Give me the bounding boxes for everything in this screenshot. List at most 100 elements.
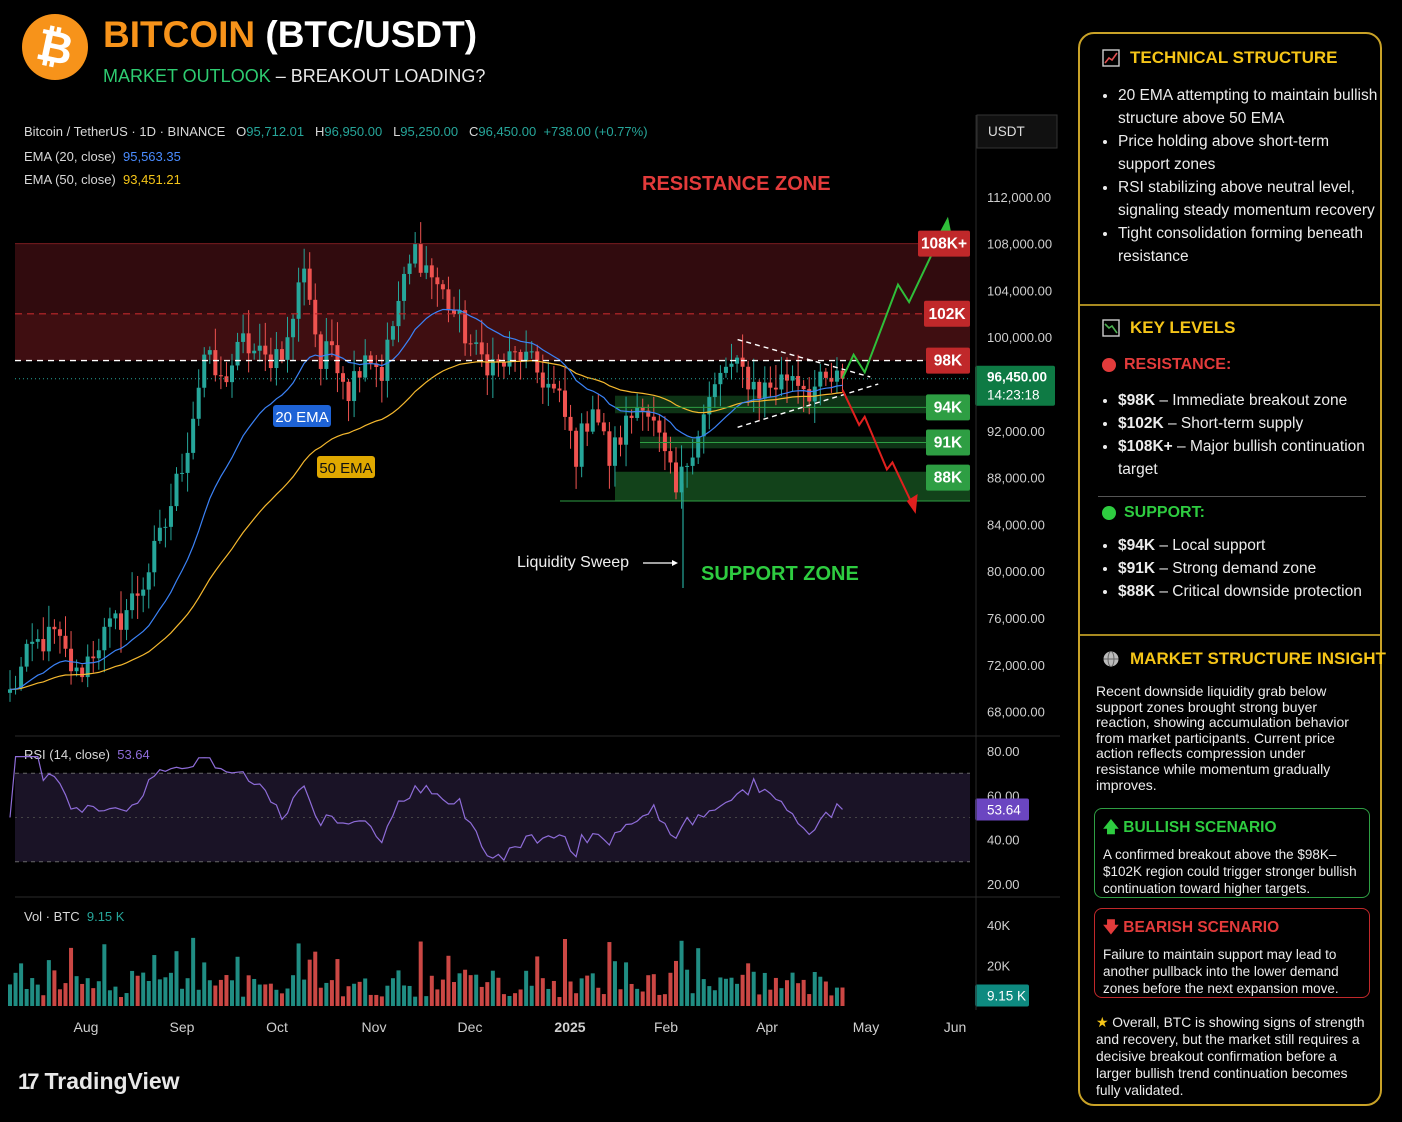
volume-bar xyxy=(635,988,640,1006)
candle-body xyxy=(396,300,401,327)
volume-bar xyxy=(723,978,728,1006)
time-tick-label: Aug xyxy=(74,1019,99,1035)
candle-body xyxy=(612,437,617,466)
star-icon: ★ xyxy=(1096,1015,1109,1030)
time-tick-label: Jun xyxy=(944,1019,967,1035)
candle-body xyxy=(513,351,518,353)
divider xyxy=(1098,496,1366,497)
candle-body xyxy=(762,382,767,399)
support-heading: SUPPORT: xyxy=(1102,504,1205,522)
candle-body xyxy=(524,351,529,362)
candle-body xyxy=(735,357,740,364)
volume-bar xyxy=(612,961,617,1006)
candle-body xyxy=(168,506,173,527)
ema50-legend[interactable]: EMA (50, close) 93,451.21 xyxy=(24,172,181,187)
price-tick-label: 100,000.00 xyxy=(987,330,1052,345)
candle-body xyxy=(19,666,24,689)
volume-bar xyxy=(485,982,490,1006)
candle-body xyxy=(363,355,368,378)
volume-bar xyxy=(307,959,312,1006)
volume-bar xyxy=(479,986,484,1006)
arrow-down-icon: 🡇 xyxy=(1103,919,1119,936)
overall-summary: ★ Overall, BTC is showing signs of stren… xyxy=(1096,1014,1370,1099)
volume-bar xyxy=(535,956,540,1006)
candle-body xyxy=(252,350,257,354)
candle-body xyxy=(629,415,634,418)
candles-layer xyxy=(8,222,845,702)
candle-body xyxy=(124,610,129,630)
candle-body xyxy=(174,473,179,507)
volume-bar xyxy=(585,975,590,1006)
candle-body xyxy=(313,299,318,335)
candle-body xyxy=(640,407,645,411)
candle-body xyxy=(668,451,673,463)
volume-legend[interactable]: Vol · BTC 9.15 K xyxy=(24,909,124,924)
candle-body xyxy=(341,373,345,382)
volume-bar xyxy=(557,997,562,1006)
volume-bar xyxy=(52,970,57,1006)
volume-bar xyxy=(518,989,523,1006)
volume-bar xyxy=(207,980,212,1006)
volume-bar xyxy=(618,989,623,1006)
title-pair: (BTC/USDT) xyxy=(265,14,478,55)
volume-bar xyxy=(252,978,257,1006)
volume-bar xyxy=(180,988,185,1006)
volume-bar xyxy=(418,941,423,1006)
volume-bar xyxy=(274,989,279,1006)
analysis-panel: TECHNICAL STRUCTURE 20 EMA attempting to… xyxy=(1078,32,1386,1106)
technical-structure-title: TECHNICAL STRUCTURE xyxy=(1102,48,1337,68)
support-item: $94K – Local support xyxy=(1118,534,1386,557)
candle-body xyxy=(207,350,212,355)
rsi-legend[interactable]: RSI (14, close) 53.64 xyxy=(24,747,150,762)
volume-bar xyxy=(135,975,140,1006)
candle-body xyxy=(785,374,789,381)
price-tick-label: 112,000.00 xyxy=(987,190,1051,205)
technical-item: 20 EMA attempting to maintain bullish st… xyxy=(1118,84,1380,130)
candle-body xyxy=(119,613,123,630)
candle-body xyxy=(429,265,434,278)
volume-bar xyxy=(751,971,756,1006)
candle-body xyxy=(723,366,728,373)
price-tick-label: 88,000.00 xyxy=(987,471,1045,486)
bullish-title: 🡅 BULLISH SCENARIO xyxy=(1103,815,1361,842)
level-value: $88K xyxy=(1118,583,1156,600)
volume-bar xyxy=(213,985,218,1006)
volume-bar xyxy=(124,993,129,1006)
volume-bar xyxy=(41,995,46,1006)
volume-bar xyxy=(446,955,451,1006)
volume-bar xyxy=(701,979,706,1006)
volume-bar xyxy=(551,980,556,1006)
volume-bar xyxy=(807,994,812,1006)
candle-body xyxy=(69,648,74,672)
volume-value-badge-bg xyxy=(975,984,1029,1007)
tradingview-brand[interactable]: 17 TradingView xyxy=(18,1068,180,1095)
volume-bar xyxy=(85,978,90,1006)
chart-up-icon xyxy=(1102,49,1120,67)
volume-bar xyxy=(46,960,51,1006)
candle-body xyxy=(185,452,190,473)
candle-body xyxy=(335,345,340,374)
ema20-legend[interactable]: EMA (20, close) 95,563.35 xyxy=(24,149,181,164)
candle-body xyxy=(63,635,68,649)
volume-bar xyxy=(785,980,789,1006)
price-tick-label: 108,000.00 xyxy=(987,237,1052,252)
volume-bar xyxy=(246,975,251,1006)
candle-body xyxy=(729,363,734,367)
candle-body xyxy=(357,371,362,378)
price-chart[interactable]: Liquidity Sweep RESISTANCE ZONE SUPPORT ZO… xyxy=(0,0,1070,1060)
volume-bar xyxy=(657,994,662,1006)
candle-body xyxy=(135,593,140,596)
candle-body xyxy=(601,422,606,432)
candle-body xyxy=(812,386,817,402)
volume-bar xyxy=(574,993,579,1006)
volume-bar xyxy=(374,994,379,1006)
candle-body xyxy=(413,243,418,264)
candle-body xyxy=(152,540,157,573)
candle-body xyxy=(329,341,334,346)
candle-body xyxy=(41,639,46,652)
level-badge-bg xyxy=(926,464,970,491)
volume-bar xyxy=(729,977,734,1006)
candle-body xyxy=(418,243,423,273)
rsi-value: 53.64 xyxy=(117,747,150,762)
chart-mixed-icon xyxy=(1102,319,1120,337)
